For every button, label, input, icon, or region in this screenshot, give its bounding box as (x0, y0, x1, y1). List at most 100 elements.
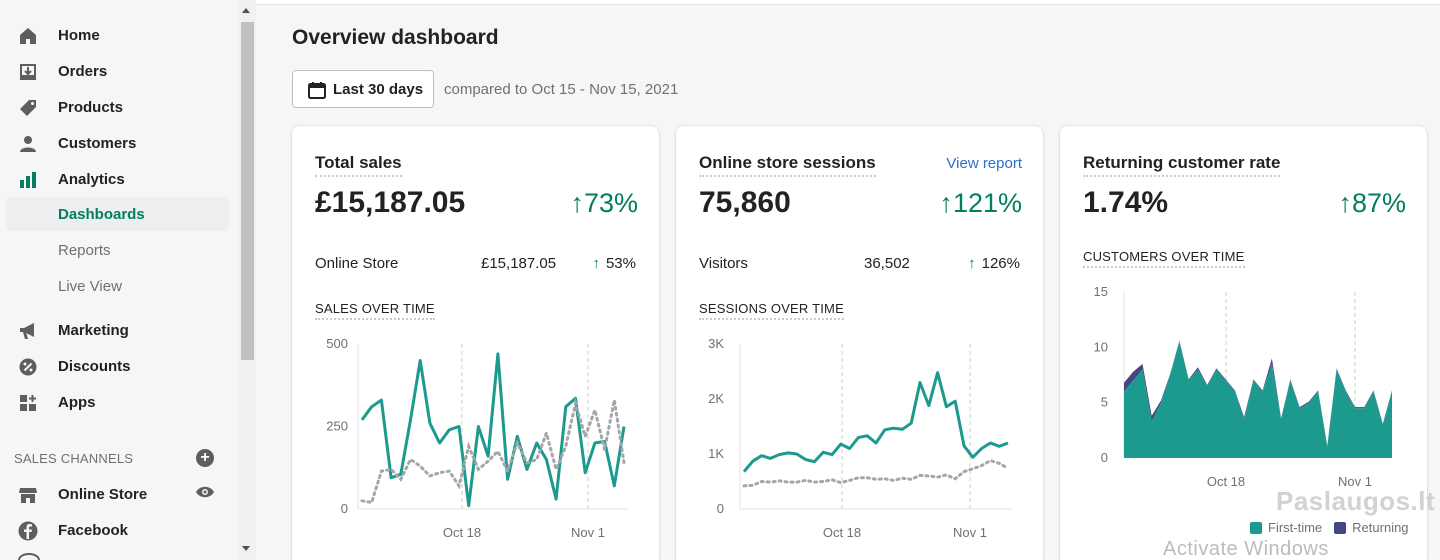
sidebar-item-label: Apps (58, 393, 96, 411)
x-tick-label: Nov 1 (1338, 474, 1372, 489)
sidebar-item-marketing[interactable]: Marketing (6, 313, 229, 347)
customers-chart: 15 10 5 0 Oct 18 Nov 1 (1094, 284, 1392, 489)
person-icon (18, 134, 38, 154)
breakdown-value: £15,187.05 (481, 255, 557, 272)
date-range-label: Last 30 days (333, 81, 424, 98)
legend-swatch-returning (1334, 521, 1347, 534)
watermark-logo: Paslaugos.lt (1276, 486, 1436, 516)
y-tick-label: 0 (717, 501, 724, 516)
sidebar-item-reports[interactable]: Reports (6, 233, 229, 267)
y-tick-label: 2K (708, 391, 724, 406)
orders-icon (18, 62, 38, 82)
sidebar-item-label: Dashboards (58, 205, 145, 223)
sidebar-item-analytics[interactable]: Analytics (6, 162, 229, 196)
sidebar-item-customers[interactable]: Customers (6, 126, 229, 160)
partial-icon (18, 553, 40, 560)
series-previous-line (742, 458, 1010, 488)
change-value: 121% (952, 188, 1022, 218)
y-tick-label: 1K (708, 446, 724, 461)
y-tick-label: 3K (708, 336, 724, 351)
card-title[interactable]: Total sales (315, 153, 402, 177)
chart-title[interactable]: CUSTOMERS OVER TIME (1083, 249, 1245, 268)
sidebar-scroll-thumb[interactable] (241, 22, 254, 360)
total-sales-change: ↑73% (570, 188, 638, 219)
y-tick-label: 5 (1101, 395, 1108, 410)
sidebar-item-apps[interactable]: Apps (6, 385, 229, 419)
chart-title[interactable]: SESSIONS OVER TIME (699, 301, 844, 320)
sidebar-item-facebook[interactable]: Facebook (6, 513, 229, 547)
series-first-time-area (1124, 341, 1392, 458)
megaphone-icon (18, 321, 38, 341)
change-value: 73% (583, 188, 638, 218)
sidebar-item-online-store[interactable]: Online Store (6, 477, 229, 511)
total-sales-value: £15,187.05 (315, 186, 466, 219)
sidebar-item-products[interactable]: Products (6, 90, 229, 124)
chart-legend: First-time Returning (1250, 520, 1409, 535)
eye-icon[interactable] (195, 484, 215, 505)
sidebar-item-label: Customers (58, 134, 137, 152)
sidebar-item-label: Reports (58, 241, 111, 259)
sidebar: Home Orders Products Customers Analytics… (0, 0, 256, 560)
y-tick-label: 500 (326, 336, 348, 351)
sidebar-item-label: Products (58, 98, 124, 116)
y-tick-label: 250 (326, 419, 348, 434)
x-tick-label: Oct 18 (823, 525, 861, 540)
x-tick-label: Oct 18 (443, 525, 481, 540)
arrow-up-icon: ↑ (939, 188, 953, 218)
arrow-up-icon: ↑ (1338, 188, 1352, 218)
series-current-line (360, 352, 626, 508)
y-tick-label: 15 (1094, 284, 1108, 299)
add-channel-icon[interactable]: + (196, 449, 214, 467)
legend-label: First-time (1268, 520, 1323, 535)
sessions-chart: 3K 2K 1K 0 Oct 18 Nov 1 (708, 336, 1012, 540)
change-value: 53% (605, 255, 636, 272)
series-previous-line (360, 397, 626, 505)
arrow-up-icon: ↑ (968, 255, 976, 272)
view-report-link[interactable]: View report (946, 155, 1022, 172)
sidebar-item-label: Live View (58, 277, 122, 295)
series-current-line (742, 371, 1009, 473)
tag-icon (18, 98, 38, 118)
sidebar-item-live-view[interactable]: Live View (6, 269, 229, 303)
sidebar-item-label: Facebook (58, 521, 129, 539)
sessions-value: 75,860 (699, 186, 791, 219)
returning-customer-card: Returning customer rate 1.74% ↑87% CUSTO… (1060, 126, 1427, 560)
scroll-up-icon[interactable] (242, 8, 250, 13)
compare-text: compared to Oct 15 - Nov 15, 2021 (444, 81, 679, 98)
store-icon (18, 485, 38, 505)
calendar-icon (308, 81, 326, 103)
sales-channels-title: SALES CHANNELS (14, 451, 134, 466)
windows-watermark: Activate Windows (1163, 538, 1329, 560)
date-range-button[interactable]: Last 30 days (292, 70, 434, 108)
sidebar-item-label: Discounts (58, 357, 131, 375)
sidebar-item-home[interactable]: Home (6, 18, 229, 52)
chart-title[interactable]: SALES OVER TIME (315, 301, 435, 320)
sidebar-item-dashboards[interactable]: Dashboards (6, 197, 229, 231)
returning-rate-value: 1.74% (1083, 186, 1169, 219)
change-value: 87% (1351, 188, 1406, 218)
x-tick-label: Oct 18 (1207, 474, 1245, 489)
breakdown-label: Visitors (699, 255, 748, 272)
x-tick-label: Nov 1 (953, 525, 987, 540)
sidebar-item-label: Online Store (58, 485, 148, 503)
sidebar-item-label: Marketing (58, 321, 129, 339)
card-title[interactable]: Returning customer rate (1083, 153, 1281, 177)
card-title[interactable]: Online store sessions (699, 153, 876, 177)
sales-chart: 500 250 0 Oct 18 Nov 1 (326, 336, 628, 540)
sidebar-item-orders[interactable]: Orders (6, 54, 229, 88)
sidebar-item-label: Orders (58, 62, 108, 80)
y-tick-label: 10 (1094, 339, 1108, 354)
sidebar-item-label: Analytics (58, 170, 125, 188)
legend-label: Returning (1352, 520, 1409, 535)
sidebar-item-discounts[interactable]: Discounts (6, 349, 229, 383)
discount-icon (18, 357, 38, 377)
home-icon (18, 26, 38, 46)
top-bar (256, 0, 1440, 5)
y-tick-label: 0 (341, 501, 348, 516)
legend-swatch-first-time (1250, 521, 1262, 534)
apps-icon (18, 393, 38, 413)
returning-rate-change: ↑87% (1338, 188, 1406, 219)
arrow-up-icon: ↑ (592, 255, 600, 272)
scroll-down-icon[interactable] (242, 546, 250, 551)
total-sales-card: Total sales £15,187.05 ↑73% Online Store… (292, 126, 659, 560)
